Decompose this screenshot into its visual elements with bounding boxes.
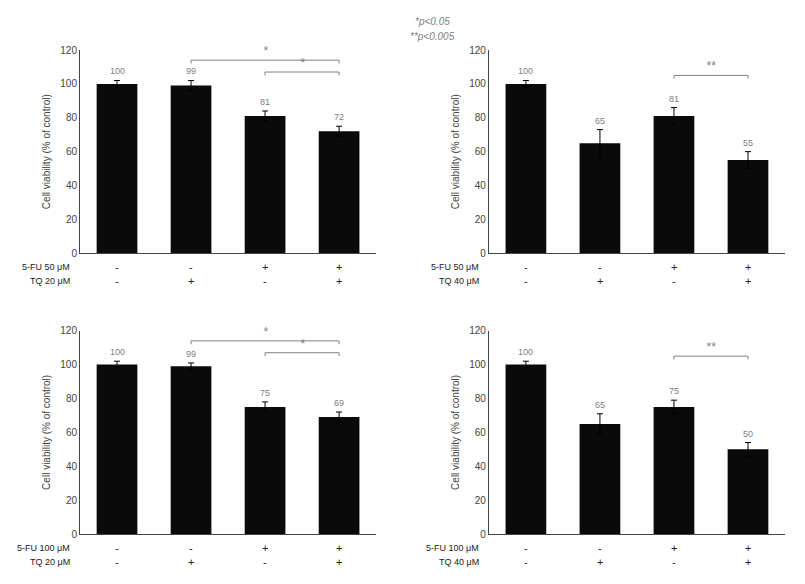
svg-text:+: + bbox=[745, 261, 751, 273]
svg-text:60: 60 bbox=[475, 427, 487, 438]
svg-text:Cell viability (% of control): Cell viability (% of control) bbox=[450, 94, 461, 209]
svg-text:**: ** bbox=[706, 340, 716, 354]
svg-text:-: - bbox=[115, 556, 119, 568]
svg-text:0: 0 bbox=[71, 529, 77, 540]
svg-text:100: 100 bbox=[518, 66, 533, 76]
svg-text:40: 40 bbox=[66, 461, 78, 472]
svg-text:80: 80 bbox=[475, 112, 487, 123]
svg-text:+: + bbox=[745, 542, 751, 554]
svg-text:+: + bbox=[262, 261, 268, 273]
svg-text:100: 100 bbox=[469, 359, 486, 370]
svg-text:-: - bbox=[189, 542, 193, 554]
svg-text:55: 55 bbox=[743, 138, 753, 148]
svg-text:TQ 40 μM: TQ 40 μM bbox=[439, 557, 479, 567]
svg-text:65: 65 bbox=[595, 400, 605, 410]
svg-text:+: + bbox=[745, 556, 751, 568]
svg-text:81: 81 bbox=[669, 94, 679, 104]
svg-text:*: * bbox=[263, 44, 268, 58]
svg-text:TQ 40 μM: TQ 40 μM bbox=[439, 276, 479, 286]
svg-text:-: - bbox=[263, 275, 267, 287]
svg-text:TQ 20 μM: TQ 20 μM bbox=[30, 276, 70, 286]
svg-text:-: - bbox=[189, 261, 193, 273]
svg-text:100: 100 bbox=[60, 78, 77, 89]
svg-text:80: 80 bbox=[66, 112, 78, 123]
svg-text:120: 120 bbox=[469, 45, 486, 56]
svg-text:+: + bbox=[336, 275, 342, 287]
svg-text:+: + bbox=[336, 556, 342, 568]
svg-text:-: - bbox=[672, 275, 676, 287]
svg-text:100: 100 bbox=[469, 78, 486, 89]
svg-text:75: 75 bbox=[260, 388, 270, 398]
svg-text:0: 0 bbox=[71, 248, 77, 259]
svg-text:20: 20 bbox=[475, 214, 487, 225]
svg-text:-: - bbox=[598, 542, 602, 554]
svg-text:100: 100 bbox=[60, 359, 77, 370]
svg-text:-: - bbox=[524, 261, 528, 273]
svg-text:80: 80 bbox=[66, 393, 78, 404]
svg-text:-: - bbox=[524, 556, 528, 568]
svg-text:Cell viability (% of control): Cell viability (% of control) bbox=[41, 375, 52, 490]
svg-text:+: + bbox=[597, 275, 603, 287]
svg-text:5-FU 50 μM: 5-FU 50 μM bbox=[22, 262, 70, 272]
svg-text:99: 99 bbox=[186, 349, 196, 359]
svg-text:*: * bbox=[300, 337, 305, 351]
svg-text:TQ 20 μM: TQ 20 μM bbox=[30, 557, 70, 567]
svg-text:100: 100 bbox=[518, 347, 533, 357]
svg-text:+: + bbox=[188, 556, 194, 568]
svg-text:+: + bbox=[597, 556, 603, 568]
svg-text:0: 0 bbox=[480, 529, 486, 540]
svg-text:100: 100 bbox=[110, 66, 125, 76]
svg-text:5-FU 100 μM: 5-FU 100 μM bbox=[17, 543, 70, 553]
svg-text:+: + bbox=[745, 275, 751, 287]
svg-text:*: * bbox=[263, 325, 268, 339]
svg-text:-: - bbox=[115, 275, 119, 287]
svg-text:100: 100 bbox=[110, 347, 125, 357]
svg-text:+: + bbox=[336, 542, 342, 554]
svg-text:81: 81 bbox=[260, 97, 270, 107]
svg-text:120: 120 bbox=[60, 325, 77, 336]
svg-text:40: 40 bbox=[475, 461, 487, 472]
svg-text:0: 0 bbox=[480, 248, 486, 259]
svg-text:*p<0.05: *p<0.05 bbox=[415, 16, 450, 27]
svg-text:40: 40 bbox=[475, 180, 487, 191]
svg-text:69: 69 bbox=[334, 398, 344, 408]
svg-text:+: + bbox=[336, 261, 342, 273]
svg-text:120: 120 bbox=[60, 45, 77, 56]
svg-text:20: 20 bbox=[66, 495, 78, 506]
svg-text:20: 20 bbox=[66, 214, 78, 225]
svg-text:+: + bbox=[262, 542, 268, 554]
svg-text:65: 65 bbox=[595, 116, 605, 126]
svg-text:60: 60 bbox=[475, 146, 487, 157]
svg-text:-: - bbox=[524, 542, 528, 554]
svg-text:50: 50 bbox=[743, 429, 753, 439]
svg-text:+: + bbox=[671, 542, 677, 554]
svg-text:-: - bbox=[115, 542, 119, 554]
svg-text:60: 60 bbox=[66, 427, 78, 438]
svg-text:-: - bbox=[115, 261, 119, 273]
svg-text:75: 75 bbox=[669, 386, 679, 396]
svg-text:-: - bbox=[672, 556, 676, 568]
svg-text:Cell viability (% of control): Cell viability (% of control) bbox=[41, 94, 52, 209]
svg-text:-: - bbox=[598, 261, 602, 273]
svg-text:*: * bbox=[300, 56, 305, 70]
svg-text:-: - bbox=[524, 275, 528, 287]
svg-text:72: 72 bbox=[334, 112, 344, 122]
svg-text:+: + bbox=[671, 261, 677, 273]
svg-text:60: 60 bbox=[66, 146, 78, 157]
svg-text:40: 40 bbox=[66, 180, 78, 191]
svg-text:80: 80 bbox=[475, 393, 487, 404]
svg-text:**: ** bbox=[706, 59, 716, 73]
svg-text:**p<0.005: **p<0.005 bbox=[410, 31, 455, 42]
svg-text:5-FU 100 μM: 5-FU 100 μM bbox=[426, 543, 479, 553]
svg-text:+: + bbox=[188, 275, 194, 287]
svg-text:20: 20 bbox=[475, 495, 487, 506]
svg-text:99: 99 bbox=[186, 66, 196, 76]
svg-text:-: - bbox=[263, 556, 267, 568]
svg-text:Cell viability (% of control): Cell viability (% of control) bbox=[450, 375, 461, 490]
svg-text:120: 120 bbox=[469, 325, 486, 336]
svg-text:5-FU 50 μM: 5-FU 50 μM bbox=[431, 262, 479, 272]
